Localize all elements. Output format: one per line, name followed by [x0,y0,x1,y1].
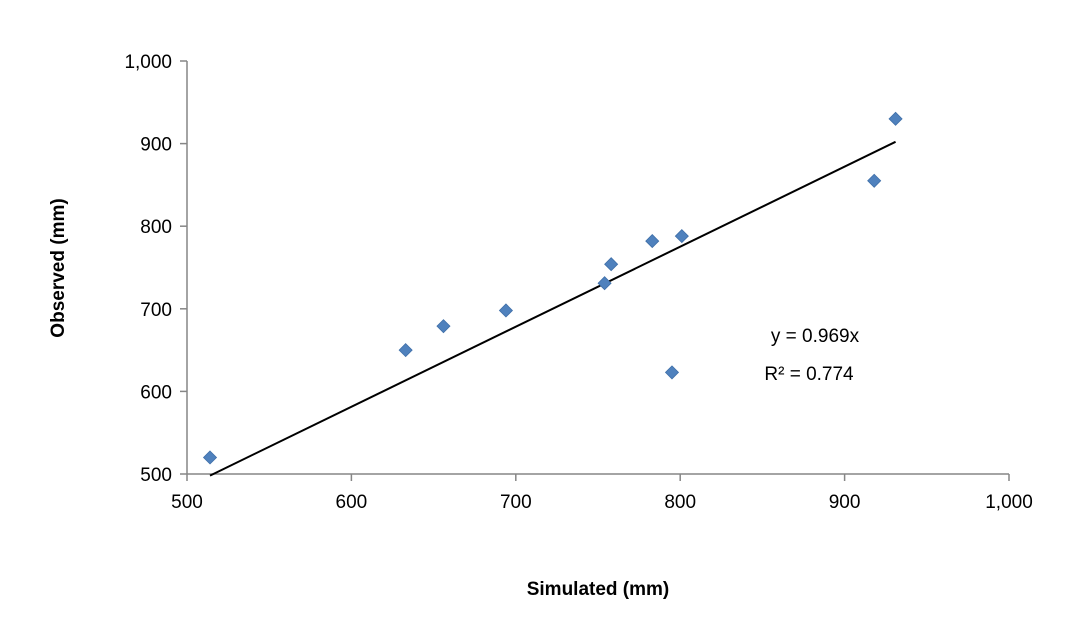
data-point [202,450,218,465]
x-axis-title: Simulated (mm) [527,579,670,600]
data-point [498,303,514,318]
x-tick-label: 700 [500,492,532,513]
y-tick-label: 700 [140,300,172,321]
data-point [597,276,612,291]
data-point [674,229,689,244]
x-tick-label: 900 [829,492,861,513]
axes [186,61,1009,475]
x-tick-label: 1,000 [985,492,1033,513]
y-tick-label: 900 [140,135,172,156]
y-tick-label: 500 [140,465,172,486]
y-axis-title: Observed (mm) [48,198,69,337]
data-point [664,365,680,380]
y-tick-label: 800 [140,217,172,238]
trendline-equation: y = 0.969x [771,326,860,347]
data-point [888,111,903,126]
data-point [398,343,413,358]
data-point [604,257,619,272]
trendline-r-squared: R² = 0.774 [764,364,854,385]
data-points [202,111,903,465]
y-tick-label: 600 [140,382,172,403]
data-point [867,173,882,188]
data-point [645,234,660,249]
trendline [209,140,897,477]
data-point [436,319,451,334]
x-tick-label: 800 [664,492,696,513]
x-tick-label: 600 [336,492,368,513]
y-ticks: 500 600 700 800 900 1,000 [124,52,187,486]
y-tick-label: 1,000 [124,52,172,73]
x-ticks: 500 600 700 800 900 1,000 [171,474,1033,513]
x-tick-label: 500 [171,492,203,513]
